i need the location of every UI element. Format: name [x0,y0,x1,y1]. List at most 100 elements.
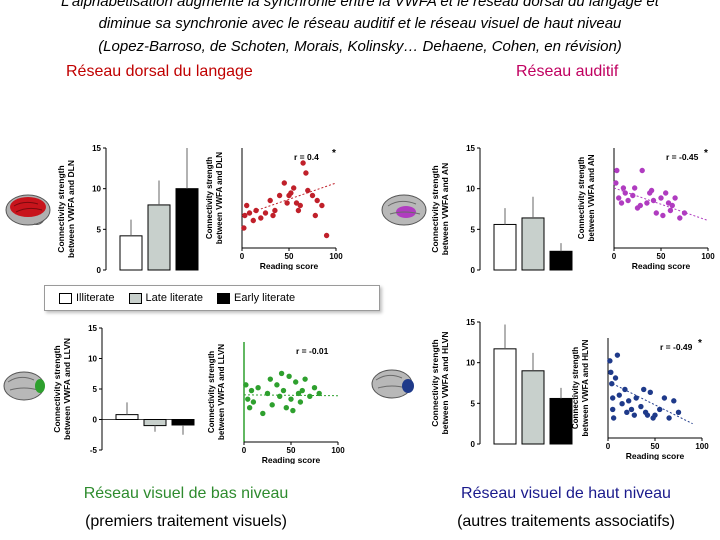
data-point [671,398,677,404]
data-point [631,185,638,191]
bar-late [147,204,171,271]
brain-icon-auditory [381,194,427,226]
legend-label-illiterate: Illiterate [76,292,115,304]
bar-illiterate [115,414,139,421]
bar-ylabel-group: Connectivity strength between VWFA and DL… [56,160,76,258]
data-point [309,192,316,199]
data-point [286,373,292,379]
scatter-x-tick-label: 50 [651,442,660,451]
data-point [644,412,651,418]
legend-label-late: Late literate [145,292,204,304]
scatter-ylabel-line2: between VWFA and HLVN [581,339,590,436]
data-point [661,395,668,401]
data-point [291,185,297,191]
bar-y-tick-label: 5 [97,225,102,234]
caption-low-visual-title: Réseau visuel de bas niveau [83,485,289,502]
scatter-x-tick-label: 0 [242,446,247,455]
data-point [616,195,622,201]
data-point [641,386,647,393]
bar-y-tick-label: 10 [88,355,97,364]
data-point [269,402,275,408]
data-point [248,387,255,394]
bar-y-tick-label: 10 [466,185,475,194]
brain-icon-low-visual [3,371,45,401]
data-point [270,212,276,219]
data-point [663,190,669,196]
data-point [658,195,664,201]
scatter-xlabel: Reading score [626,451,685,460]
bar-y-tick-label: 15 [466,318,475,327]
scatter-ylabel-line2: between VWFA and LLVN [217,344,226,440]
bar-early [171,419,195,426]
data-point [609,381,615,387]
data-point [653,210,660,216]
bar-chart-hlvn: Connectivity strength between VWFA and HL… [430,318,573,449]
legend-item-illiterate: Illiterate [59,292,115,304]
bar-late [521,217,545,271]
significance-star: * [698,338,702,349]
scatter-x-tick-label: 100 [695,442,709,451]
bar-early [549,397,573,445]
bar-y-tick-label: 10 [466,359,475,368]
data-point [657,406,663,413]
data-point [281,180,288,186]
data-point [666,415,672,421]
scatter-plot-hlvn: Connectivity strength between VWFA and HL… [571,338,709,460]
bar-y-tick-label: 15 [466,144,475,153]
scatter-x-tick-label: 0 [612,252,617,261]
bar-late [521,370,545,445]
data-point [667,207,674,214]
data-point [612,375,619,381]
bar-y-tick-label: 0 [93,416,98,425]
data-point [312,212,319,219]
scatter-ylabel-group: Connectivity strength between VWFA and HL… [571,339,590,436]
data-point [316,390,322,397]
data-point [323,232,330,239]
data-point [246,405,253,411]
bar-y-tick-label: 5 [93,385,98,394]
data-point [260,410,266,417]
data-point [638,403,644,410]
significance-star: * [704,148,708,159]
data-point [630,192,636,199]
data-point [639,167,645,174]
scatter-xlabel: Reading score [632,261,691,270]
data-point [255,385,261,391]
bar-illiterate [493,223,517,271]
data-point [319,202,325,209]
data-point [681,210,688,216]
correlation-label: r = -0.49 [660,342,693,352]
data-point [616,392,622,398]
data-point [677,215,683,221]
caption-low-visual: Réseau visuel de bas niveau (premiers tr… [36,480,336,536]
legend: Illiterate Late literate Early literate [44,285,380,311]
section-title-dorsal: Réseau dorsal du langage [66,63,253,80]
data-point [610,406,616,413]
bar-ylabel-line1: Connectivity strength [430,339,440,426]
scatter-x-tick-label: 50 [285,252,294,261]
scatter-x-tick-label: 0 [606,442,611,451]
data-point [614,352,621,358]
data-point [613,180,619,186]
bar-ylabel-line1: Connectivity strength [430,165,440,252]
data-point [293,379,299,385]
data-point [307,393,313,399]
bar-ylabel-group: Connectivity strength between VWFA and HL… [430,332,450,435]
scatter-plot-dln: Connectivity strength between VWFA and DL… [205,148,343,270]
bar-late [143,419,167,427]
bar-ylabel-line2: between VWFA and DLN [66,160,76,258]
correlation-label: r = -0.01 [296,346,329,356]
data-point [660,212,666,219]
data-point [614,167,620,174]
data-point [278,370,285,377]
bar-ylabel-group: Connectivity strength between VWFA and AN [430,163,450,255]
section-title-auditory: Réseau auditif [516,63,619,80]
bar-chart-llvn: Connectivity strength between VWFA and LL… [52,324,195,455]
data-point [652,412,658,418]
data-point [297,399,304,405]
caption-high-visual: Réseau visuel de haut niveau (autres tra… [416,480,716,536]
bar-y-tick-label: -5 [90,446,98,455]
data-point [628,406,635,413]
legend-swatch-late [128,292,142,304]
data-point [250,217,256,224]
